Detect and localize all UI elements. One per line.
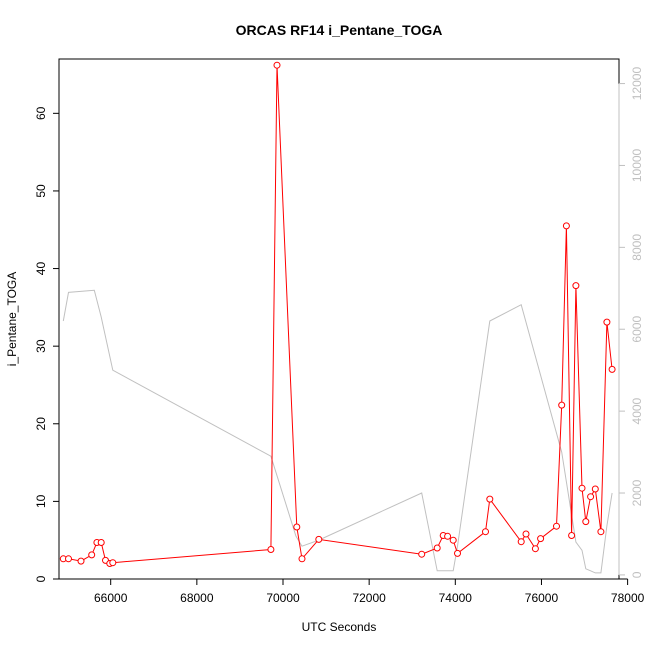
data-point: [454, 549, 461, 557]
data-point: [582, 518, 590, 526]
data-point: [293, 523, 301, 531]
data-point: [486, 495, 494, 503]
x-tick-label: 74000: [439, 591, 473, 605]
x-tick-label: 78000: [611, 591, 645, 605]
y-axis-label: i_Pentane_TOGA: [5, 272, 19, 367]
data-point: [553, 522, 560, 530]
data-point: [97, 539, 105, 546]
data-point: [558, 401, 566, 409]
data-point: [517, 538, 525, 546]
data-point: [587, 493, 595, 501]
y-axis: 0 10 20 30 40 50 60: [34, 106, 60, 582]
x-axis-label: UTC Seconds: [302, 620, 377, 634]
y-tick-label: 40: [34, 262, 48, 276]
data-point: [444, 532, 452, 540]
series-layer: [59, 61, 616, 574]
y-tick-label: 60: [34, 106, 48, 120]
data-point: [433, 544, 441, 552]
plot-frame: [58, 58, 620, 580]
data-point: [531, 545, 539, 553]
y2-tick-label: 12000: [630, 67, 644, 101]
x-tick-label: 76000: [525, 591, 559, 605]
primary-series-line: [63, 65, 613, 565]
data-point: [273, 61, 281, 69]
x-axis: 66000 68000 70000 72000 74000 76000 78000: [94, 578, 645, 605]
data-point: [578, 484, 586, 492]
x-tick-label: 66000: [94, 591, 128, 605]
data-point: [597, 528, 605, 536]
x-tick-label: 72000: [352, 591, 386, 605]
data-point: [572, 282, 580, 290]
y2-tick-label: 6000: [630, 316, 644, 343]
data-point: [77, 557, 85, 565]
x-tick-label: 68000: [180, 591, 214, 605]
y2-tick-label: 8000: [630, 234, 644, 261]
data-point: [591, 485, 599, 493]
y2-tick-label: 2000: [630, 479, 644, 506]
data-point: [562, 222, 570, 230]
y2-axis: 0 2000 4000 6000 8000 10000 12000: [618, 67, 644, 578]
y-tick-label: 50: [34, 184, 48, 198]
data-point: [537, 535, 545, 543]
data-point: [568, 532, 576, 539]
y-tick-label: 10: [34, 494, 48, 508]
y2-tick-label: 4000: [630, 397, 644, 424]
data-point: [603, 318, 611, 326]
y-tick-label: 30: [34, 339, 48, 353]
secondary-series-line: [62, 289, 613, 574]
data-point: [88, 551, 96, 559]
data-point: [315, 535, 323, 543]
y-tick-label: 0: [34, 575, 48, 582]
data-point: [267, 546, 275, 553]
data-point: [608, 365, 616, 373]
data-point: [482, 528, 489, 536]
data-point: [418, 550, 426, 558]
data-point: [522, 530, 530, 538]
y2-tick-label: 0: [630, 571, 644, 578]
data-point: [109, 559, 117, 567]
data-point: [298, 555, 306, 563]
y2-tick-label: 10000: [630, 148, 644, 182]
data-point: [65, 555, 72, 563]
chart-title: ORCAS RF14 i_Pentane_TOGA: [236, 22, 443, 38]
y-tick-label: 20: [34, 417, 48, 431]
data-point: [449, 536, 457, 544]
x-tick-label: 70000: [266, 591, 300, 605]
